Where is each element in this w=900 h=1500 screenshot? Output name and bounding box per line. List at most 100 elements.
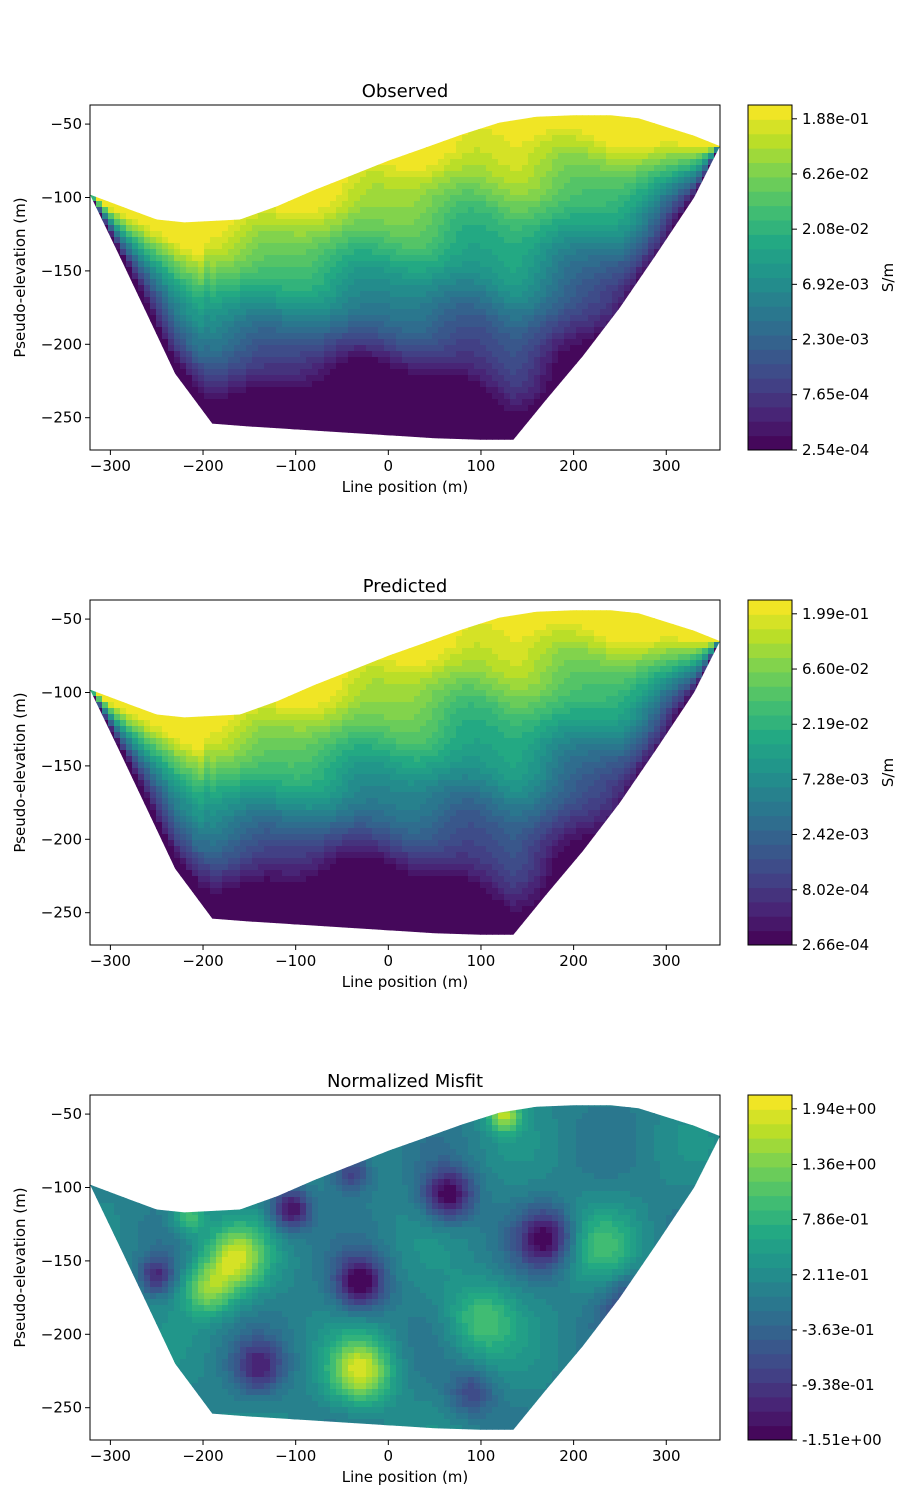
colorbar-tick-label: 2.66e-04 [802,936,869,954]
colorbar-band [748,1138,792,1153]
colorbar-band [748,643,792,658]
y-tick-label: −250 [41,904,82,922]
contour-field [90,1105,720,1430]
colorbar-band [748,901,792,917]
contour-field [90,115,720,440]
colorbar-band [748,205,792,221]
y-axis-label: Pseudo-elevation (m) [11,197,29,357]
colorbar-tick-label: 6.92e-03 [802,275,869,293]
colorbar-tick-label: 2.54e-04 [802,441,869,459]
chart-panel-2: −300 −200 −100 0 100 200 300 −50 −100 −150 −200 −25… [11,576,897,991]
colorbar: 1.99e-01 6.60e-02 2.19e-02 7.28e-03 2.42e-03… [747,599,897,954]
chart-title: Predicted [363,576,448,597]
y-tick-label: −200 [41,335,82,353]
y-tick-label: −250 [41,1399,82,1417]
colorbar-band [748,248,792,264]
colorbar-tick-label: -3.63e-01 [802,1321,875,1339]
colorbar-tick-label: 2.11e-01 [802,1266,869,1284]
colorbar-band [748,729,792,745]
colorbar-band [748,916,792,932]
colorbar-band [748,628,792,644]
colorbar-band [748,1339,792,1355]
colorbar-band [748,406,792,422]
colorbar-band [748,263,792,278]
colorbar-tick-label: 7.65e-04 [802,386,869,404]
colorbar-tick-label: 1.99e-01 [802,605,869,623]
colorbar-band [748,600,792,615]
colorbar-band [748,1396,792,1412]
colorbar-band [748,105,792,120]
x-tick-label: 100 [467,1447,496,1465]
colorbar-band [748,801,792,817]
y-tick-label: −150 [41,1252,82,1270]
x-tick-label: −300 [90,952,131,970]
colorbar-band [748,1382,792,1398]
colorbar-band [748,844,792,860]
y-tick-label: −150 [41,262,82,280]
colorbar-band [748,1310,792,1326]
colorbar-band [748,614,792,630]
contour-field [90,610,720,935]
y-tick-label: −100 [41,1178,82,1196]
colorbar-tick-label: 8.02e-04 [802,881,869,899]
colorbar-tick-label: 1.36e+00 [802,1155,876,1173]
colorbar-band [748,786,792,802]
colorbar-band [748,1109,792,1125]
colorbar-band [748,320,792,336]
y-tick-label: −150 [41,757,82,775]
x-tick-label: −100 [275,1447,316,1465]
colorbar-band [748,758,792,773]
x-tick-label: 200 [559,457,588,475]
colorbar-tick-label: 2.30e-03 [802,331,869,349]
axes-frame [89,1094,721,1441]
y-tick-label: −250 [41,409,82,427]
colorbar-band [748,1210,792,1225]
colorbar-band [748,1368,792,1383]
x-axis-label: Line position (m) [342,1468,469,1486]
colorbar-band [748,1166,792,1182]
x-axis-label: Line position (m) [342,478,469,496]
colorbar-band [748,133,792,149]
colorbar-band [748,858,792,874]
colorbar-band [748,1224,792,1240]
x-tick-label: 300 [652,952,681,970]
colorbar-tick-label: 7.86e-01 [802,1211,869,1229]
x-tick-label: −100 [275,952,316,970]
colorbar-band [748,686,792,702]
colorbar-band [748,930,792,946]
colorbar-band [748,378,792,393]
colorbar-tick-label: 1.88e-01 [802,110,869,128]
chart-panel-3: −300 −200 −100 0 100 200 300 −50 −100 −150 −200 −25… [11,1071,882,1486]
colorbar-band [748,815,792,831]
x-tick-label: −300 [90,457,131,475]
colorbar-tick-label: 2.42e-03 [802,825,869,843]
colorbar-tick-label: 6.60e-02 [802,660,869,678]
x-tick-label: 0 [384,952,394,970]
colorbar-tick-label: 1.94e+00 [802,1100,876,1118]
colorbar-band [748,1253,792,1268]
colorbar-tick-label: 7.28e-03 [802,770,869,788]
colorbar-band [748,657,792,673]
colorbar-band [748,1425,792,1441]
axes-frame [89,599,721,946]
colorbar-band [748,1195,792,1211]
colorbar-band [748,700,792,716]
colorbar-band [748,1325,792,1340]
colorbar-tick-label: -9.38e-01 [802,1376,875,1394]
colorbar-tick-label: 2.08e-02 [802,220,869,238]
y-tick-label: −200 [41,830,82,848]
colorbar-label: S/m [879,758,897,787]
x-tick-label: −100 [275,457,316,475]
colorbar-band [748,234,792,250]
colorbar-band [748,162,792,178]
colorbar-band [748,743,792,759]
colorbar-band [748,191,792,207]
colorbar-band [748,306,792,322]
colorbar-band [748,830,792,845]
colorbar-band [748,335,792,350]
colorbar-band [748,1123,792,1139]
colorbar-band [748,1095,792,1110]
colorbar-band [748,887,792,903]
colorbar-band [748,1281,792,1297]
colorbar-band [748,715,792,730]
